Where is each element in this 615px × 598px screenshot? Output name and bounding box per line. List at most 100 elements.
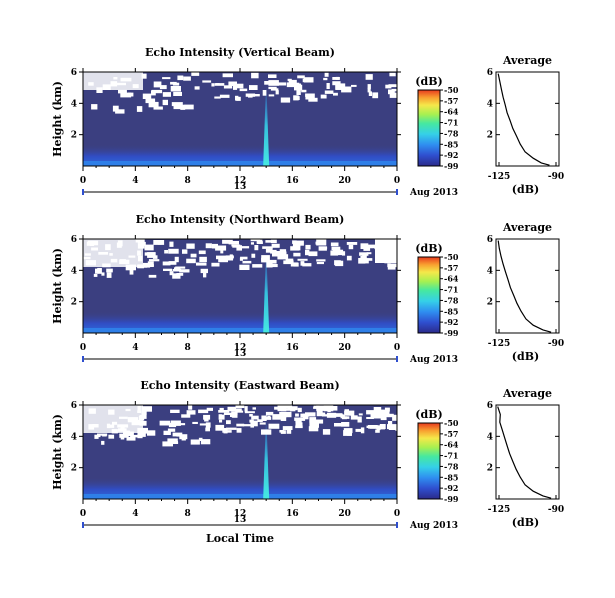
colorbar-tick-label: -50 (444, 418, 459, 428)
nodata-cell (235, 95, 239, 101)
nodata-cell (302, 263, 312, 267)
nodata-cell (236, 423, 245, 427)
nodata-cell (215, 83, 220, 86)
nodata-cell (387, 263, 398, 268)
nodata-cell (173, 103, 183, 110)
nodata-region (83, 239, 143, 267)
echo-spike (263, 253, 270, 333)
nodata-cell (308, 426, 319, 432)
x-tick-label: 4 (132, 509, 138, 519)
nodata-cell (242, 424, 253, 427)
nodata-cell (373, 407, 382, 413)
panel-title: Echo Intensity (Northward Beam) (136, 213, 345, 226)
nodata-cell (281, 411, 292, 418)
nodata-cell (367, 87, 371, 93)
nodata-cell (379, 409, 387, 416)
nodata-cell (318, 246, 327, 251)
nodata-cell (388, 421, 393, 426)
nodata-cell (257, 419, 263, 422)
nodata-cell (290, 262, 299, 267)
y-tick-label: 6 (71, 235, 77, 245)
nodata-cell (215, 245, 227, 251)
nodata-cell (142, 262, 151, 268)
nodata-cell (102, 433, 107, 437)
nodata-cell (203, 414, 211, 420)
nodata-cell (388, 424, 398, 430)
nodata-cell (357, 416, 362, 423)
x-tick-label: 8 (185, 509, 191, 519)
nodata-cell (136, 106, 143, 112)
nodata-cell (334, 414, 345, 417)
nodata-cell (240, 256, 248, 260)
nodata-cell (297, 258, 308, 261)
nodata-cell (125, 264, 136, 271)
y-axis-label: Height (km) (51, 81, 64, 157)
colorbar-tick-label: -92 (444, 150, 458, 160)
nodata-cell (137, 431, 146, 437)
profile-x-label: (dB) (512, 183, 539, 196)
nodata-cell (252, 407, 256, 410)
profile-x-tick-label: -125 (488, 505, 511, 515)
nodata-cell (196, 262, 207, 266)
y-tick-label: 4 (71, 432, 77, 442)
colorbar-tick-label: -71 (444, 118, 458, 128)
colorbar-tick-label: -78 (444, 128, 459, 138)
colorbar-tick-label: -99 (444, 494, 459, 504)
nodata-cell (144, 244, 154, 251)
nodata-cell (305, 249, 310, 256)
nodata-cell (360, 427, 365, 434)
nodata-cell (342, 416, 347, 420)
nodata-cell (194, 86, 200, 90)
nodata-cell (293, 96, 300, 100)
nodata-cell (282, 426, 293, 430)
nodata-cell (199, 256, 207, 262)
x-tick-label: 20 (338, 343, 351, 353)
nodata-cell (163, 268, 172, 271)
nodata-cell (393, 264, 404, 267)
x-tick-label: 8 (185, 343, 191, 353)
nodata-cell (130, 434, 140, 438)
colorbar-tick-label: -64 (444, 107, 459, 117)
nodata-cell (169, 241, 174, 247)
nodata-cell (268, 423, 280, 429)
profile-frame (495, 404, 560, 500)
profile-y-tick-label: 4 (487, 432, 493, 442)
nodata-cell (223, 85, 233, 89)
nodata-cell (264, 81, 271, 85)
nodata-cell (145, 98, 156, 104)
nodata-cell (242, 260, 252, 264)
nodata-cell (118, 89, 127, 94)
nodata-cell (346, 255, 352, 261)
nodata-cell (222, 239, 233, 244)
boundary-layer-band (83, 144, 397, 166)
nodata-cell (308, 97, 318, 102)
nodata-cell (272, 251, 282, 257)
nodata-cell (333, 92, 338, 96)
nodata-cell (300, 261, 305, 266)
nodata-cell (277, 251, 287, 257)
profile-line (497, 73, 550, 166)
nodata-cell (172, 273, 181, 279)
nodata-cell (286, 429, 292, 434)
profile-line (497, 406, 552, 499)
nodata-cell (277, 405, 287, 412)
nodata-cell (366, 252, 372, 255)
nodata-cell (153, 81, 162, 88)
surface-echo (83, 494, 397, 499)
colorbar-tick-label: -50 (444, 85, 459, 95)
nodata-cell (141, 406, 152, 412)
x-tick-label: 0 (394, 176, 400, 186)
profile-title: Average (502, 387, 552, 400)
nodata-cell (395, 426, 404, 431)
nodata-cell (358, 258, 366, 264)
nodata-cell (287, 78, 292, 82)
x-tick-label: 12 (234, 176, 247, 186)
nodata-cell (202, 80, 212, 83)
nodata-cell (162, 441, 173, 447)
nodata-cell (369, 426, 377, 429)
nodata-cell (223, 428, 228, 434)
colorbar-tick-label: -64 (444, 440, 459, 450)
profile-x-tick-label: -90 (548, 505, 564, 515)
nodata-cell (296, 89, 301, 95)
